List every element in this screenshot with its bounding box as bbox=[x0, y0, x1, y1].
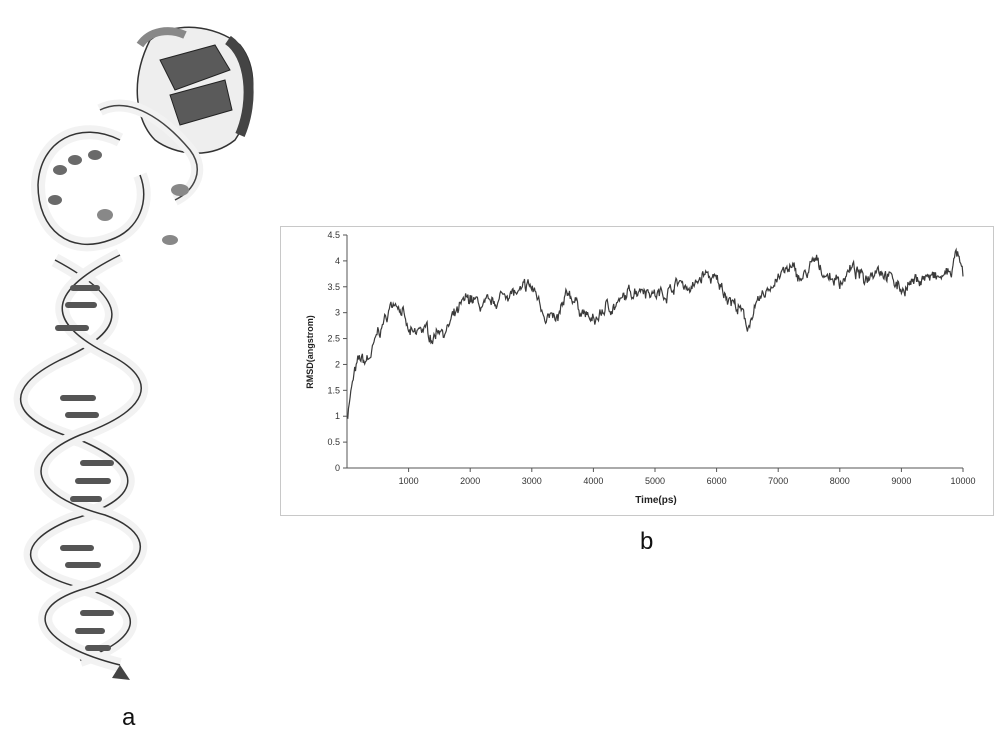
trna-top-loop bbox=[38, 132, 189, 245]
rmsd-chart: 0 0.5 1 1.5 2 2.5 3 3.5 4 4.5 1000 2000 3000 4000 500… bbox=[281, 227, 995, 517]
x-tick-label: 5000 bbox=[645, 476, 665, 486]
x-axis-label: Time(ps) bbox=[635, 495, 677, 506]
y-tick-label: 0.5 bbox=[327, 437, 340, 447]
y-tick-label: 3.5 bbox=[327, 282, 340, 292]
y-tick-label: 2.5 bbox=[327, 334, 340, 344]
chart-axes bbox=[347, 235, 963, 468]
molecule-structure-image bbox=[0, 0, 270, 700]
y-tick-label: 2 bbox=[335, 359, 340, 369]
y-tick-labels: 0 0.5 1 1.5 2 2.5 3 3.5 4 4.5 bbox=[327, 230, 347, 473]
x-tick-label: 7000 bbox=[768, 476, 788, 486]
y-axis-label: RMSD(angstrom) bbox=[305, 315, 315, 389]
y-tick-label: 1.5 bbox=[327, 385, 340, 395]
rmsd-series-line bbox=[347, 250, 963, 418]
x-tick-label: 2000 bbox=[460, 476, 480, 486]
rna-double-helix bbox=[21, 255, 142, 680]
x-tick-label: 4000 bbox=[583, 476, 603, 486]
y-tick-label: 1 bbox=[335, 411, 340, 421]
panel-label-b: b bbox=[640, 528, 653, 556]
y-tick-label: 4.5 bbox=[327, 230, 340, 240]
x-tick-label: 3000 bbox=[522, 476, 542, 486]
y-tick-label: 3 bbox=[335, 308, 340, 318]
protein-domain bbox=[100, 27, 253, 200]
y-tick-label: 0 bbox=[335, 463, 340, 473]
x-tick-label: 8000 bbox=[830, 476, 850, 486]
x-tick-labels: 1000 2000 3000 4000 5000 6000 7000 8000 9000 1000… bbox=[399, 468, 976, 486]
x-tick-label: 9000 bbox=[891, 476, 911, 486]
y-tick-label: 4 bbox=[335, 256, 340, 266]
x-tick-label: 6000 bbox=[707, 476, 727, 486]
x-tick-label: 10000 bbox=[950, 476, 975, 486]
panel-label-a: a bbox=[122, 704, 135, 732]
rmsd-chart-frame: 0 0.5 1 1.5 2 2.5 3 3.5 4 4.5 1000 2000 3000 4000 500… bbox=[280, 226, 994, 516]
x-tick-label: 1000 bbox=[399, 476, 419, 486]
